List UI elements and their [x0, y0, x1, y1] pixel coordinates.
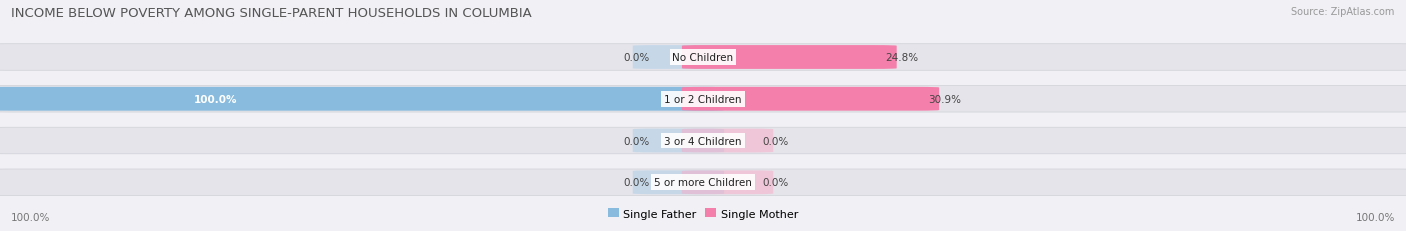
Legend: Single Father, Single Mother: Single Father, Single Mother [603, 204, 803, 223]
Text: 3 or 4 Children: 3 or 4 Children [664, 136, 742, 146]
Text: 0.0%: 0.0% [762, 177, 789, 188]
Text: 24.8%: 24.8% [886, 53, 918, 63]
FancyBboxPatch shape [682, 171, 773, 194]
Text: 0.0%: 0.0% [762, 136, 789, 146]
Text: 100.0%: 100.0% [1355, 212, 1395, 222]
Text: 30.9%: 30.9% [928, 94, 960, 104]
Text: 1 or 2 Children: 1 or 2 Children [664, 94, 742, 104]
FancyBboxPatch shape [0, 86, 1406, 112]
Text: 0.0%: 0.0% [623, 136, 650, 146]
FancyBboxPatch shape [633, 171, 724, 194]
FancyBboxPatch shape [0, 128, 1406, 154]
FancyBboxPatch shape [682, 129, 773, 153]
FancyBboxPatch shape [0, 169, 1406, 196]
FancyBboxPatch shape [633, 129, 724, 153]
Text: 5 or more Children: 5 or more Children [654, 177, 752, 188]
FancyBboxPatch shape [682, 88, 939, 111]
FancyBboxPatch shape [633, 46, 724, 70]
Text: Source: ZipAtlas.com: Source: ZipAtlas.com [1291, 7, 1395, 17]
Text: 0.0%: 0.0% [623, 53, 650, 63]
Text: 100.0%: 100.0% [11, 212, 51, 222]
FancyBboxPatch shape [682, 46, 897, 70]
FancyBboxPatch shape [0, 88, 724, 111]
Text: 100.0%: 100.0% [194, 94, 238, 104]
FancyBboxPatch shape [0, 45, 1406, 71]
Text: 0.0%: 0.0% [623, 177, 650, 188]
Text: INCOME BELOW POVERTY AMONG SINGLE-PARENT HOUSEHOLDS IN COLUMBIA: INCOME BELOW POVERTY AMONG SINGLE-PARENT… [11, 7, 531, 20]
Text: No Children: No Children [672, 53, 734, 63]
